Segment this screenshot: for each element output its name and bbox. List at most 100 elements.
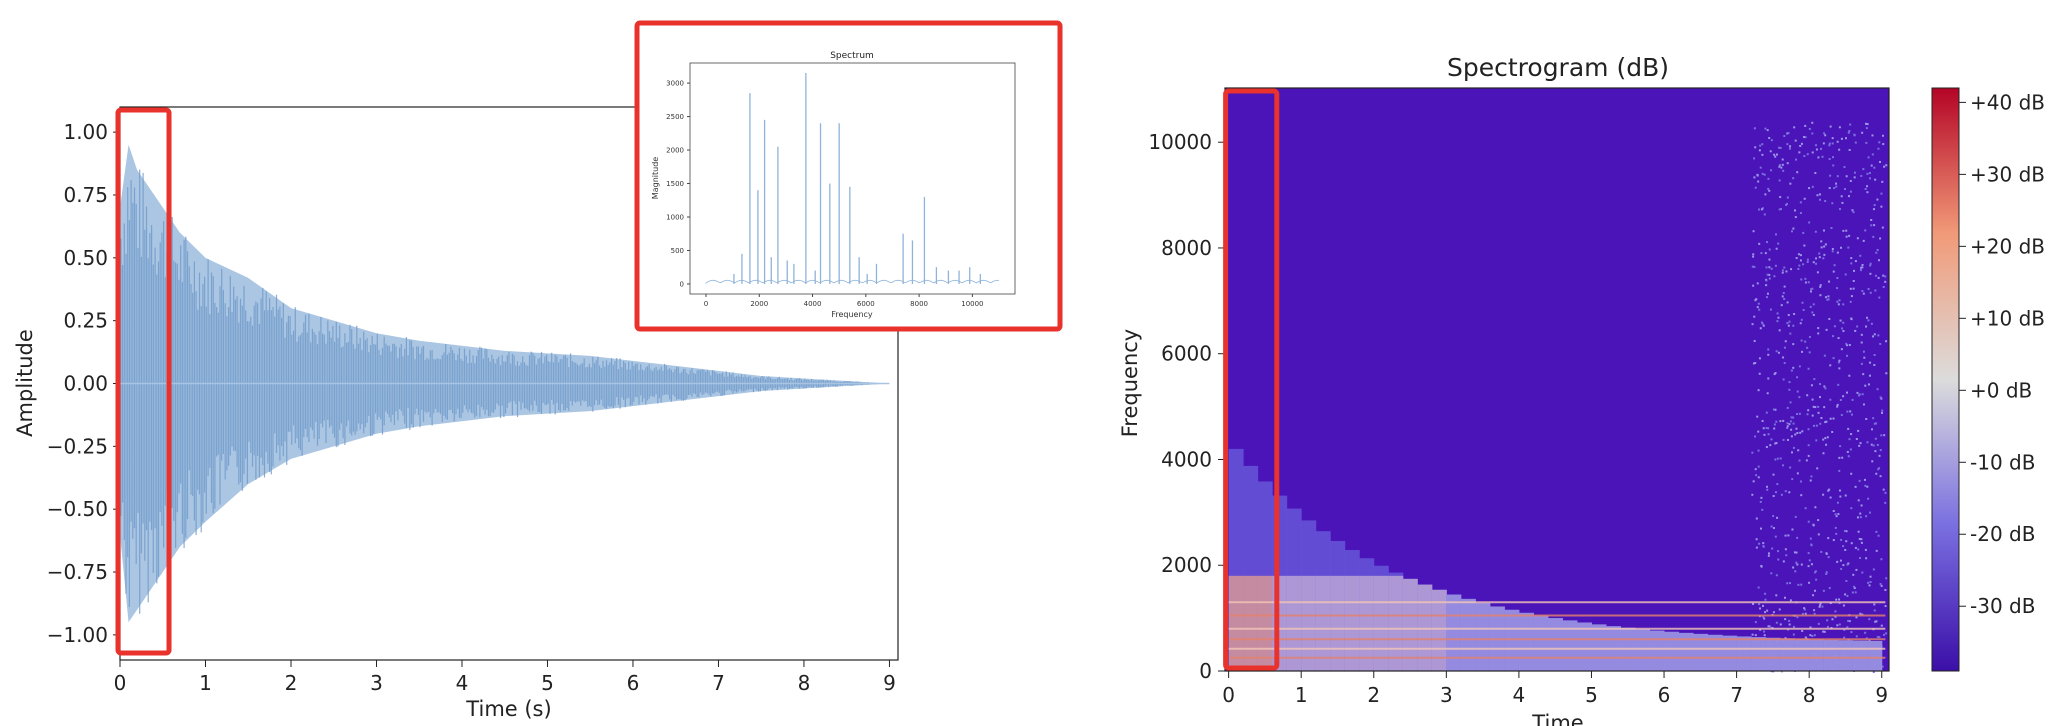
spectrogram-noise-pixel [1850,433,1853,436]
spectrogram-noise-pixel [1798,412,1801,415]
colorbar-tick-label: +30 dB [1970,162,2045,186]
spectrogram-noise-pixel [1770,139,1773,142]
spectrogram-noise-pixel [1880,192,1883,195]
spectrogram-noise-pixel [1875,530,1878,533]
spectrogram-energy-core [1373,575,1389,671]
spectrogram-noise-pixel [1842,229,1845,232]
spectrogram-noise-pixel [1838,598,1841,601]
spectrogram-noise-pixel [1811,132,1814,135]
spectrogram-noise-pixel [1827,489,1830,492]
spectrogram-noise-pixel [1786,438,1789,441]
spectrogram-noise-pixel [1786,301,1789,304]
spectrogram-noise-pixel [1846,450,1849,453]
spectrogram-noise-pixel [1817,519,1820,522]
spectrogram-noise-pixel [1798,396,1801,399]
spectrogram-noise-pixel [1815,262,1818,265]
spectrogram-noise-pixel [1840,567,1843,570]
spectrogram-ytick-label: 0 [1199,659,1212,683]
spectrogram-noise-pixel [1847,131,1850,134]
spectrogram-xtick-label: 3 [1440,683,1453,707]
spectrogram-noise-pixel [1800,318,1803,321]
spectrogram-noise-pixel [1766,273,1769,276]
spectrogram-noise-pixel [1799,254,1802,257]
spectrogram-noise-pixel [1848,129,1851,132]
spectrogram-noise-pixel [1816,467,1819,470]
spectrogram-noise-pixel [1762,324,1765,327]
spectrogram-noise-pixel [1772,495,1775,498]
spectrogram-noise-pixel [1860,362,1863,365]
spectrogram-noise-pixel [1823,253,1826,256]
spectrogram-noise-pixel [1882,285,1885,288]
spectrogram-noise-pixel [1762,542,1765,545]
spectrogram-noise-pixel [1758,372,1761,375]
spectrogram-noise-pixel [1818,252,1821,255]
spectrogram-noise-pixel [1788,623,1791,626]
spectrogram-noise-pixel [1878,141,1881,144]
spectrogram-noise-pixel [1796,412,1799,415]
spectrogram-noise-pixel [1777,351,1780,354]
spectrogram-noise-pixel [1849,448,1852,451]
spectrogram-noise-pixel [1784,618,1787,621]
spectrogram-noise-pixel [1766,392,1769,395]
spectrogram-noise-pixel [1880,584,1883,587]
spectrogram-noise-pixel [1786,426,1789,429]
spectrogram-noise-pixel [1872,417,1875,420]
spectrogram-noise-pixel [1852,279,1855,282]
spectrogram-noise-pixel [1836,300,1839,303]
spectrogram-noise-pixel [1782,291,1785,294]
spectrogram-noise-pixel [1807,409,1810,412]
spectrogram-noise-pixel [1878,454,1881,457]
spectrogram-noise-pixel [1812,303,1815,306]
spectrogram-noise-pixel [1822,589,1825,592]
spectrogram-noise-pixel [1788,320,1791,323]
spectrogram-noise-pixel [1827,298,1830,301]
colorbar-tick-label: +20 dB [1970,234,2045,258]
spectrogram-noise-pixel [1751,323,1754,326]
spectrogram-noise-pixel [1799,322,1802,325]
spectrogram-noise-pixel [1865,515,1868,518]
spectrogram-noise-pixel [1777,550,1780,553]
spectrogram-noise-pixel [1869,264,1872,267]
spectrogram-noise-pixel [1829,398,1832,401]
spectrogram-noise-pixel [1811,414,1814,417]
spectrogram-noise-pixel [1764,252,1767,255]
spectrogram-noise-pixel [1814,506,1817,509]
spectrogram-noise-pixel [1788,381,1791,384]
spectrogram-noise-pixel [1866,316,1869,319]
spectrogram-noise-pixel [1808,351,1811,354]
spectrogram-noise-pixel [1836,624,1839,627]
spectrogram-noise-pixel [1877,468,1880,471]
spectrogram-noise-pixel [1785,554,1788,557]
spectrogram-noise-pixel [1832,156,1835,159]
spectrogram-noise-pixel [1866,485,1869,488]
spectrogram-noise-pixel [1810,475,1813,478]
spectrogram-noise-pixel [1883,165,1886,168]
spectrogram-noise-pixel [1780,493,1783,496]
spectrogram-noise-pixel [1875,472,1878,475]
spectrogram-noise-pixel [1812,405,1815,408]
spectrogram-noise-pixel [1885,340,1888,343]
colorbar-tick-label: -30 dB [1970,594,2035,618]
spectrogram-noise-pixel [1828,187,1831,190]
spectrogram-noise-pixel [1862,403,1865,406]
spectrogram-noise-pixel [1831,202,1834,205]
spectrogram-noise-pixel [1832,510,1835,513]
spectrogram-noise-pixel [1835,185,1838,188]
spectrogram-energy-core [1504,609,1520,671]
spectrogram-noise-pixel [1835,182,1838,185]
spectrogram-noise-pixel [1759,144,1762,147]
spectrogram-noise-pixel [1839,559,1842,562]
spectrogram-noise-pixel [1866,191,1869,194]
spectrogram-noise-pixel [1763,617,1766,620]
spectrogram-noise-pixel [1867,383,1870,386]
waveform-xlabel: Time (s) [465,697,551,721]
spectrogram-noise-pixel [1795,158,1798,161]
spectrogram-noise-pixel [1831,247,1834,250]
spectrogram-noise-pixel [1753,315,1756,318]
spectrogram-noise-pixel [1809,479,1812,482]
spectrogram-noise-pixel [1849,123,1852,126]
spectrogram-noise-pixel [1845,137,1848,140]
spectrogram-noise-pixel [1872,235,1875,238]
spectrogram-noise-pixel [1777,242,1780,245]
spectrogram-noise-pixel [1850,318,1853,321]
